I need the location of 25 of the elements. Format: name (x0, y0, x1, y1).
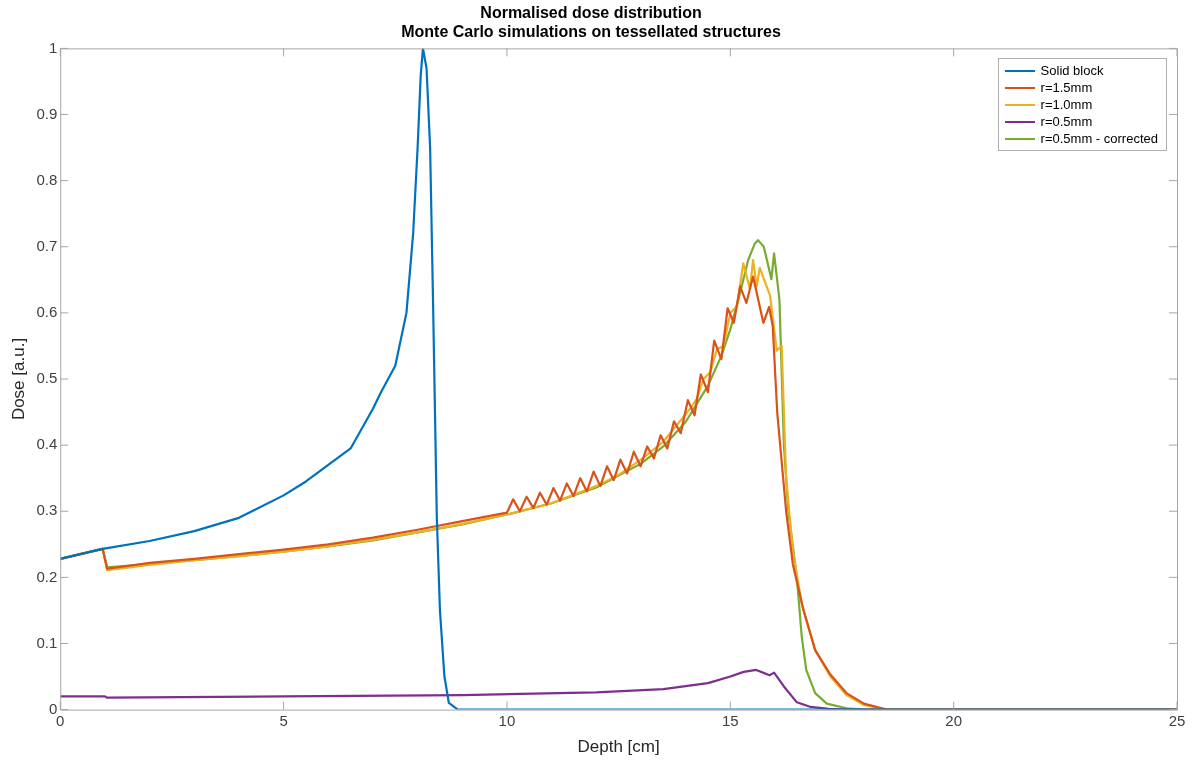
y-tick-label: 0.5 (36, 369, 58, 387)
legend-label: Solid block (1040, 63, 1104, 79)
y-tick-label: 0.8 (36, 170, 58, 188)
x-axis-title: Depth [cm] (577, 737, 660, 757)
y-tick-label: 0.6 (36, 303, 58, 321)
y-tick-label: 1 (48, 38, 58, 56)
y-tick-label: 0.9 (36, 104, 58, 122)
y-tick-label: 0 (48, 699, 58, 717)
legend-label: r=0.5mm (1040, 114, 1093, 130)
legend-label: r=0.5mm - corrected (1040, 131, 1158, 147)
chart-subtitle: Monte Carlo simulations on tessellated structures (401, 23, 781, 41)
legend-label: r=1.5mm (1040, 80, 1093, 96)
y-tick-label: 0.7 (36, 236, 58, 254)
y-tick-label: 0.4 (36, 435, 58, 453)
y-tick-label: 0.3 (36, 501, 58, 519)
x-tick-label: 15 (721, 711, 739, 729)
y-axis-title: Dose [a.u.] (8, 337, 28, 421)
chart-title: Normalised dose distribution (480, 4, 702, 22)
y-tick-label: 0.2 (36, 567, 58, 585)
x-tick-label: 10 (498, 711, 516, 729)
y-tick-label: 0.1 (36, 633, 58, 651)
legend-label: r=1.0mm (1040, 97, 1093, 113)
x-tick-label: 20 (945, 711, 962, 729)
x-tick-label: 25 (1168, 711, 1186, 729)
x-tick-label: 5 (279, 711, 288, 729)
